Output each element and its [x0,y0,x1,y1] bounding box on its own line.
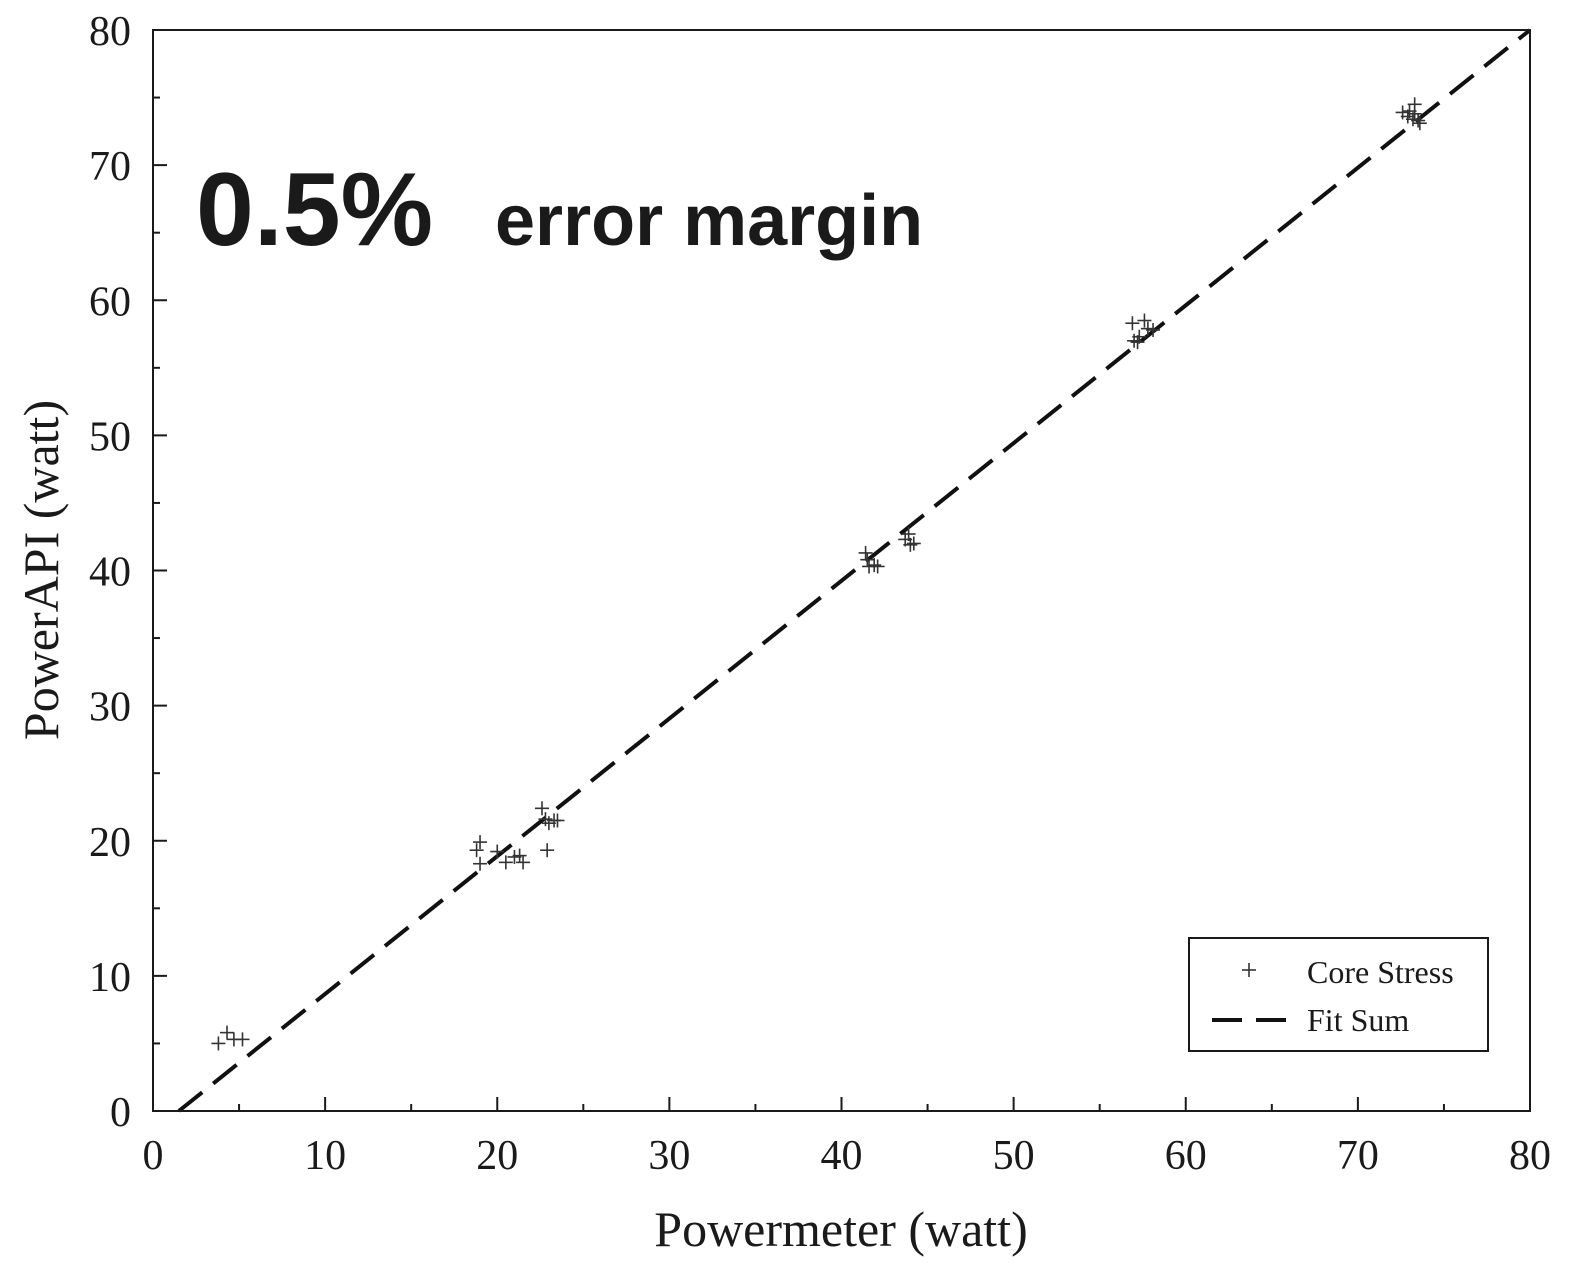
y-axis-title: PowerAPI (watt) [13,400,69,740]
y-tick-label: 60 [89,279,131,325]
data-point [906,536,921,551]
y-tick-label: 50 [89,414,131,460]
data-point [858,545,873,560]
data-point [1130,335,1145,350]
x-tick-label: 70 [1337,1133,1379,1179]
data-point [1411,113,1426,128]
y-tick-label: 40 [89,550,131,596]
annotation-value: 0.5% [196,152,433,268]
data-point [220,1025,235,1040]
data-point [550,813,565,828]
y-tick-label: 80 [89,9,131,55]
y-tick-label: 30 [89,685,131,731]
data-point [1137,313,1152,328]
data-point [235,1032,250,1047]
axis-ticks: 0 10 20 30 40 50 60 70 80 0 10 20 30 40 50 60 70 80 [89,9,1551,1179]
x-tick-label: 80 [1509,1133,1551,1179]
legend-box [1188,937,1489,1052]
plot-frame [152,29,1531,1112]
annotation-text: error margin [495,181,923,261]
legend-label-core-stress: Core Stress [1307,954,1454,990]
y-tick-label: 70 [89,144,131,190]
data-point [473,835,488,850]
data-point [490,844,505,859]
data-point [901,527,916,542]
x-tick-label: 20 [476,1133,518,1179]
data-point [473,856,488,871]
fit-sum-line [177,28,1532,1113]
data-point [211,1036,226,1051]
data-point [1412,116,1427,131]
x-axis-title: Powermeter (watt) [654,1201,1027,1257]
data-point [498,855,513,870]
data-point [860,552,875,567]
y-tick-label: 0 [110,1090,131,1136]
data-point [469,843,484,858]
legend: Core Stress Fit Sum [1188,937,1489,1052]
x-tick-label: 40 [821,1133,863,1179]
data-point [1146,322,1161,337]
legend-label-fit-sum: Fit Sum [1307,1002,1409,1038]
data-marks [177,28,1532,1113]
x-tick-label: 50 [993,1133,1035,1179]
data-point [1402,104,1417,119]
data-point [535,801,550,816]
x-tick-label: 30 [648,1133,690,1179]
data-point [903,537,918,552]
data-point [870,559,885,574]
y-tick-label: 20 [89,820,131,866]
data-point [512,848,527,863]
x-tick-label: 10 [304,1133,346,1179]
data-point [1125,316,1140,331]
y-tick-label: 10 [89,955,131,1001]
x-tick-label: 0 [143,1133,164,1179]
data-point [540,843,555,858]
x-tick-label: 60 [1165,1133,1207,1179]
data-point [516,855,531,870]
legend-marker-core-stress [1242,963,1256,977]
